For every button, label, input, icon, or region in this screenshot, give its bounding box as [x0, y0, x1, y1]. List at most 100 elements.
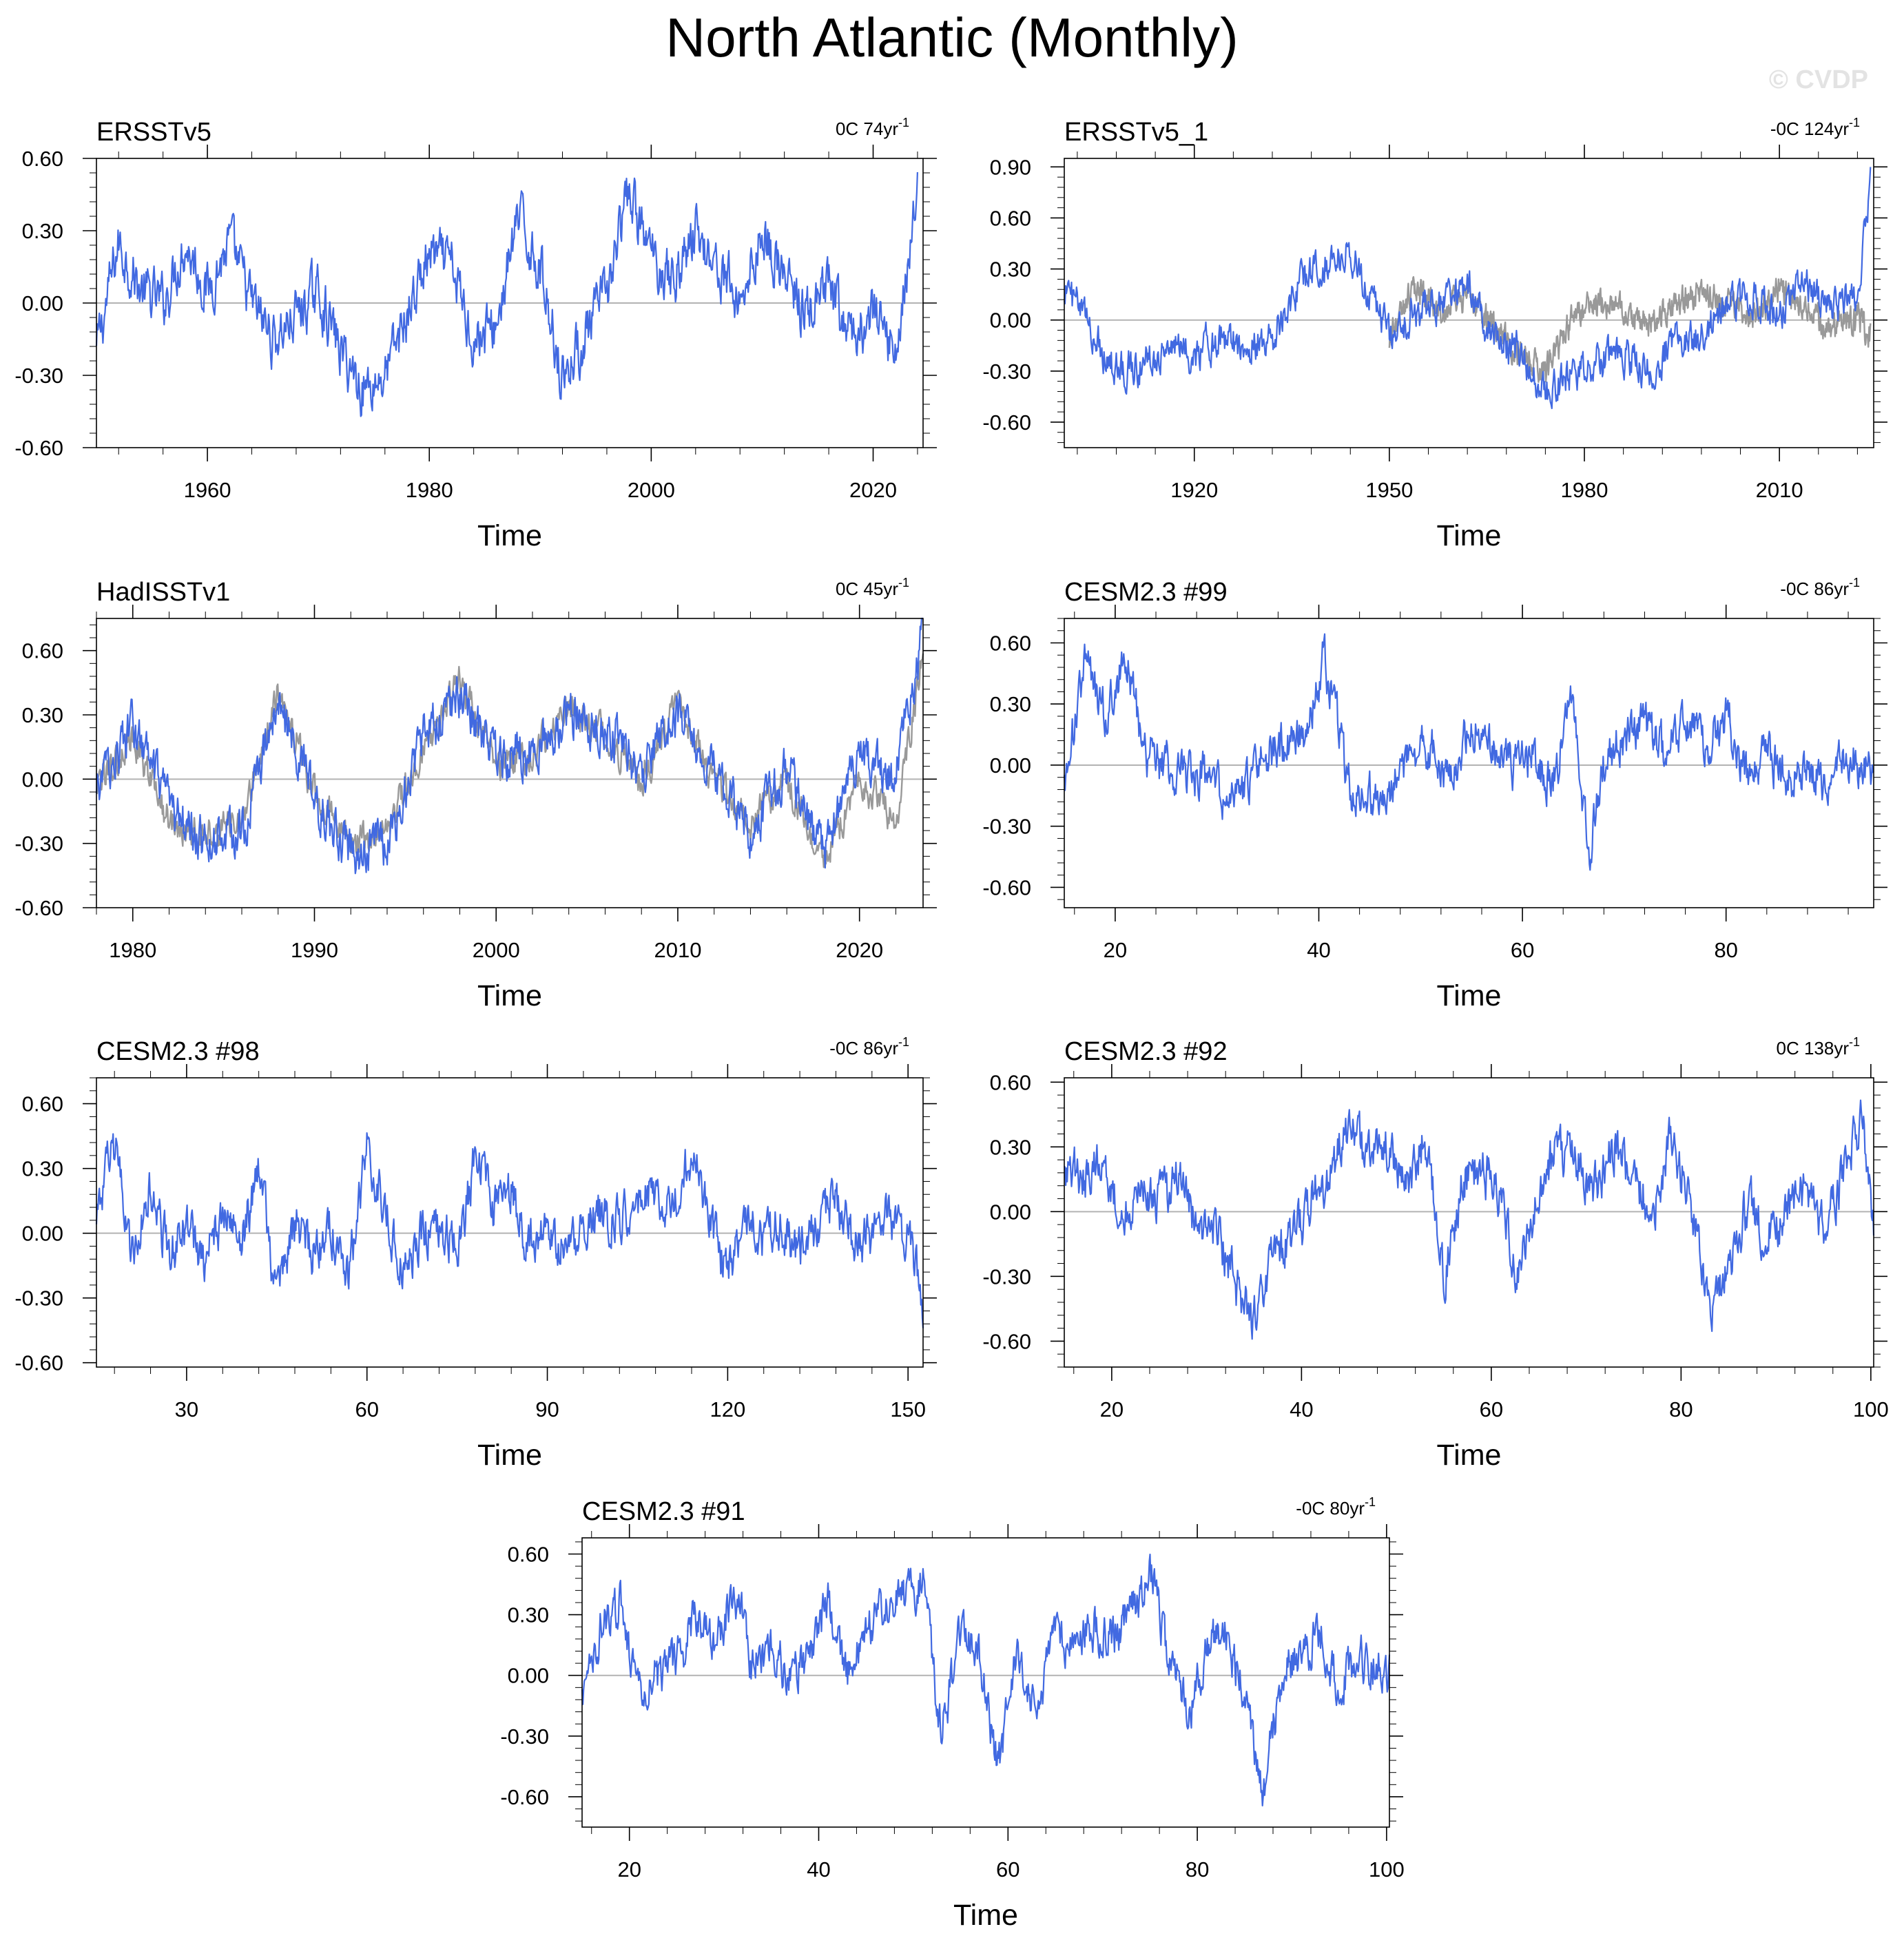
main-series-line: [95, 171, 918, 417]
y-tick-label: 0.00: [508, 1664, 549, 1688]
y-tick-label: 0.30: [990, 1135, 1031, 1159]
x-tick-label: 150: [890, 1397, 926, 1421]
x-tick-label: 40: [1290, 1397, 1313, 1421]
y-tick-label: 0.00: [22, 767, 63, 791]
main-series-line: [95, 1132, 924, 1328]
y-tick-label: 0.30: [508, 1603, 549, 1627]
y-tick-label: 0.60: [22, 1092, 63, 1116]
x-tick-label: 20: [1104, 938, 1127, 962]
y-tick-label: 0.60: [990, 1070, 1031, 1094]
y-tick-label: -0.60: [14, 436, 63, 460]
y-tick-label: 0.30: [990, 692, 1031, 716]
x-tick-label: 40: [807, 1857, 830, 1882]
y-tick-label: -0.30: [982, 359, 1031, 384]
panel-title: CESM2.3 #92: [1064, 1037, 1228, 1066]
x-axis-label: Time: [477, 1439, 542, 1472]
main-series-line: [1064, 1099, 1875, 1340]
trend-exponent: -1: [1849, 1035, 1860, 1049]
trend-exponent: -1: [1849, 116, 1860, 129]
y-tick-label: -0.60: [982, 1329, 1031, 1353]
x-tick-label: 1990: [291, 938, 338, 962]
x-tick-label: 40: [1307, 938, 1330, 962]
x-tick-label: 60: [996, 1857, 1020, 1882]
y-tick-label: -0.30: [14, 1286, 63, 1311]
chart-panel: ERSSTv5 0C 74yr-1 0.60 0.30 0.00 -0.30 -0.60 19…: [14, 116, 937, 552]
x-tick-label: 30: [175, 1397, 198, 1421]
x-tick-label: 1980: [1561, 478, 1608, 502]
watermark-text: © CVDP: [1769, 65, 1868, 94]
x-tick-label: 2010: [1756, 478, 1803, 502]
figure-title: North Atlantic (Monthly): [665, 7, 1238, 68]
plot-frame: [1064, 158, 1874, 448]
y-tick-label: 0.00: [22, 1222, 63, 1246]
x-tick-label: 1960: [184, 478, 231, 502]
main-series-line: [1063, 633, 1874, 871]
x-tick-label: 80: [1714, 938, 1737, 962]
plot-frame: [96, 618, 924, 908]
trend-label: 0C 138yr-1: [1776, 1035, 1860, 1059]
x-tick-label: 120: [710, 1397, 745, 1421]
chart-panel: HadISSTv1 0C 45yr-1 0.60 0.30 0.00 -0.30 -0.60…: [14, 576, 937, 1012]
x-tick-label: 2000: [628, 478, 675, 502]
trend-exponent: -1: [898, 1035, 909, 1049]
y-tick-label: 0.00: [22, 291, 63, 315]
panel-title: CESM2.3 #99: [1064, 578, 1228, 607]
y-tick-label: 0.60: [990, 631, 1031, 655]
x-axis-label: Time: [1437, 519, 1502, 552]
x-tick-label: 100: [1853, 1397, 1889, 1421]
trend-exponent: -1: [1849, 576, 1860, 590]
trend-label: 0C 74yr-1: [836, 116, 909, 139]
y-tick-label: 0.60: [508, 1542, 549, 1566]
trend-label: -0C 80yr-1: [1296, 1495, 1376, 1519]
y-tick-label: -0.30: [500, 1724, 549, 1749]
y-tick-label: -0.60: [500, 1785, 549, 1809]
y-tick-label: -0.60: [14, 896, 63, 920]
y-tick-label: 0.90: [990, 155, 1031, 179]
x-tick-label: 60: [1511, 938, 1534, 962]
x-tick-label: 60: [1480, 1397, 1503, 1421]
panel-title: CESM2.3 #91: [582, 1497, 745, 1526]
x-tick-label: 2010: [654, 938, 701, 962]
x-tick-label: 20: [1100, 1397, 1124, 1421]
y-tick-label: 0.60: [22, 639, 63, 663]
main-series-line: [95, 617, 923, 875]
y-tick-label: -0.30: [982, 1264, 1031, 1289]
y-tick-label: 0.60: [990, 206, 1031, 230]
trend-label: -0C 86yr-1: [829, 1035, 909, 1059]
trend-exponent: -1: [1365, 1495, 1376, 1509]
x-tick-label: 2000: [473, 938, 520, 962]
trend-exponent: -1: [898, 116, 909, 129]
x-axis-label: Time: [953, 1899, 1018, 1932]
trend-label: 0C 45yr-1: [836, 576, 909, 599]
panel-title: ERSSTv5_1: [1064, 118, 1208, 147]
main-series-line: [581, 1553, 1391, 1806]
panel-title: CESM2.3 #98: [96, 1037, 260, 1066]
x-tick-label: 80: [1186, 1857, 1209, 1882]
y-tick-label: 0.00: [990, 1200, 1031, 1224]
x-tick-label: 1920: [1170, 478, 1218, 502]
x-tick-label: 90: [535, 1397, 559, 1421]
y-tick-label: -0.30: [982, 815, 1031, 839]
chart-panels: ERSSTv5 0C 74yr-1 0.60 0.30 0.00 -0.30 -0.60 19…: [14, 116, 1888, 1932]
trend-label: -0C 86yr-1: [1780, 576, 1860, 599]
y-tick-label: 0.30: [22, 219, 63, 243]
x-tick-label: 100: [1369, 1857, 1405, 1882]
x-tick-label: 1950: [1365, 478, 1413, 502]
chart-panel: CESM2.3 #98 -0C 86yr-1 0.60 0.30 0.00 -0.30 -0…: [14, 1035, 937, 1472]
x-axis-label: Time: [1437, 979, 1502, 1012]
y-tick-label: 0.30: [22, 1157, 63, 1181]
main-series-line: [1063, 167, 1872, 410]
y-tick-label: -0.60: [14, 1351, 63, 1375]
chart-panel: CESM2.3 #92 0C 138yr-1 0.60 0.30 0.00 -0.30 -0…: [982, 1035, 1888, 1472]
x-tick-label: 2020: [849, 478, 897, 502]
y-tick-label: -0.30: [14, 364, 63, 388]
panel-title: HadISSTv1: [96, 578, 230, 607]
chart-panel: CESM2.3 #99 -0C 86yr-1 0.60 0.30 0.00 -0.30 -0…: [982, 576, 1887, 1012]
x-tick-label: 2020: [836, 938, 883, 962]
x-tick-label: 1980: [109, 938, 156, 962]
y-tick-label: 0.30: [22, 703, 63, 727]
x-axis-label: Time: [477, 519, 542, 552]
x-tick-label: 1980: [406, 478, 453, 502]
x-tick-label: 80: [1669, 1397, 1693, 1421]
